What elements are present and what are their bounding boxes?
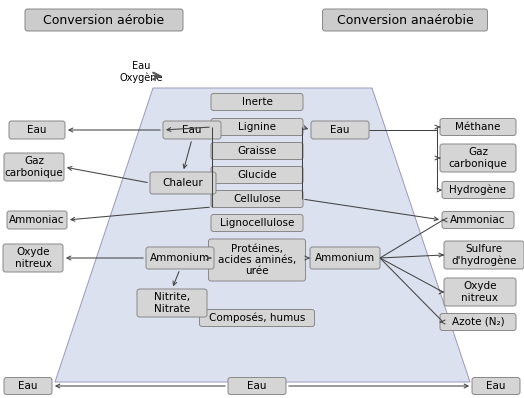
Text: Eau: Eau <box>330 125 350 135</box>
Text: Sulfure
d'hydrogène: Sulfure d'hydrogène <box>451 244 517 266</box>
FancyBboxPatch shape <box>3 244 63 272</box>
Text: Glucide: Glucide <box>237 170 277 180</box>
Text: Gaz
carbonique: Gaz carbonique <box>5 156 63 178</box>
FancyBboxPatch shape <box>211 191 303 207</box>
FancyBboxPatch shape <box>137 289 207 317</box>
Text: Oxyde
nitreux: Oxyde nitreux <box>462 281 498 302</box>
Text: Ammonium: Ammonium <box>150 253 210 263</box>
FancyBboxPatch shape <box>444 241 524 269</box>
Text: Oxyde
nitreux: Oxyde nitreux <box>15 248 51 269</box>
Text: Cellulose: Cellulose <box>233 194 281 204</box>
Text: Composés, humus: Composés, humus <box>209 313 305 323</box>
Text: Méthane: Méthane <box>455 122 501 132</box>
Text: Conversion aérobie: Conversion aérobie <box>43 14 165 27</box>
FancyBboxPatch shape <box>472 377 520 394</box>
Text: Lignocellulose: Lignocellulose <box>220 218 294 228</box>
Text: Lignine: Lignine <box>238 122 276 132</box>
FancyBboxPatch shape <box>310 247 380 269</box>
Text: Nitrite,
Nitrate: Nitrite, Nitrate <box>154 293 190 314</box>
FancyBboxPatch shape <box>211 142 303 160</box>
FancyBboxPatch shape <box>146 247 214 269</box>
Text: Conversion anaérobie: Conversion anaérobie <box>336 14 473 27</box>
FancyBboxPatch shape <box>7 211 67 229</box>
Text: Eau
Oxygène: Eau Oxygène <box>119 61 163 83</box>
Text: Inerte: Inerte <box>242 97 272 107</box>
Text: Chaleur: Chaleur <box>162 178 203 188</box>
FancyBboxPatch shape <box>444 278 516 306</box>
Text: Eau: Eau <box>182 125 202 135</box>
FancyBboxPatch shape <box>209 239 305 281</box>
FancyBboxPatch shape <box>4 153 64 181</box>
FancyBboxPatch shape <box>440 144 516 172</box>
Text: Ammoniac: Ammoniac <box>450 215 506 225</box>
FancyBboxPatch shape <box>163 121 221 139</box>
Text: Hydrogène: Hydrogène <box>450 185 507 195</box>
FancyBboxPatch shape <box>322 9 487 31</box>
Text: Eau: Eau <box>247 381 267 391</box>
FancyBboxPatch shape <box>25 9 183 31</box>
FancyBboxPatch shape <box>442 211 514 228</box>
Text: Ammonium: Ammonium <box>315 253 375 263</box>
Polygon shape <box>55 88 470 382</box>
Text: Eau: Eau <box>18 381 38 391</box>
Text: Azote (N₂): Azote (N₂) <box>452 317 504 327</box>
FancyBboxPatch shape <box>9 121 65 139</box>
FancyBboxPatch shape <box>4 377 52 394</box>
FancyBboxPatch shape <box>442 181 514 199</box>
Text: Eau: Eau <box>27 125 47 135</box>
FancyBboxPatch shape <box>211 215 303 232</box>
FancyBboxPatch shape <box>200 310 314 326</box>
FancyBboxPatch shape <box>150 172 216 194</box>
Text: Graisse: Graisse <box>237 146 277 156</box>
FancyBboxPatch shape <box>440 314 516 330</box>
FancyBboxPatch shape <box>211 94 303 111</box>
FancyBboxPatch shape <box>228 377 286 394</box>
Text: Ammoniac: Ammoniac <box>9 215 65 225</box>
Text: Eau: Eau <box>486 381 506 391</box>
FancyBboxPatch shape <box>311 121 369 139</box>
FancyBboxPatch shape <box>440 119 516 135</box>
FancyBboxPatch shape <box>211 166 303 183</box>
Text: Protéines,
acides aminés,
urée: Protéines, acides aminés, urée <box>218 244 296 276</box>
FancyBboxPatch shape <box>211 119 303 135</box>
Text: Gaz
carbonique: Gaz carbonique <box>449 147 507 169</box>
